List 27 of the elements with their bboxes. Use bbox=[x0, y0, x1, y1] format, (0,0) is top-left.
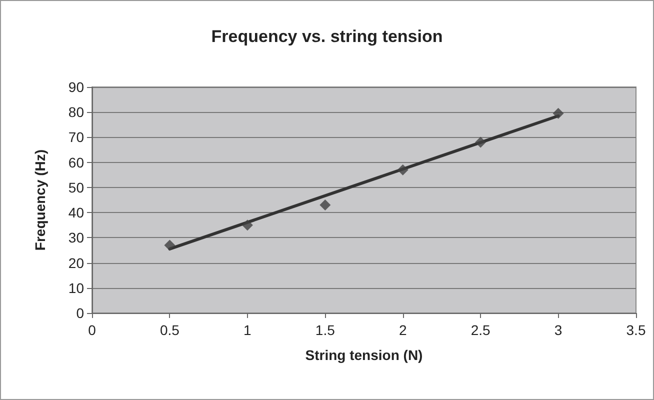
y-tick-label: 30 bbox=[68, 230, 84, 246]
x-tick-label: 1.5 bbox=[315, 322, 336, 338]
point bbox=[475, 136, 486, 148]
point bbox=[552, 108, 564, 119]
y-tick-label: 20 bbox=[68, 254, 84, 271]
y-tick-label: 50 bbox=[68, 179, 84, 196]
point bbox=[242, 220, 253, 231]
x-tick-label: 1 bbox=[244, 322, 252, 338]
point bbox=[397, 164, 408, 176]
x-tick-label: 3.5 bbox=[626, 322, 646, 338]
x-axis-title: String tension (N) bbox=[305, 347, 423, 363]
y-tick-label: 0 bbox=[76, 305, 84, 321]
chart-title: Frequency vs. string tension bbox=[211, 27, 443, 46]
y-tick-label: 70 bbox=[68, 129, 84, 146]
x-tick-label: 2.5 bbox=[470, 322, 491, 338]
x-tick-label: 3 bbox=[554, 322, 562, 338]
point bbox=[164, 240, 176, 251]
y-tick-label: 80 bbox=[68, 104, 84, 120]
y-tick-label: 40 bbox=[68, 204, 84, 221]
x-tick-label: 2 bbox=[398, 322, 407, 338]
y-tick-label: 60 bbox=[68, 154, 84, 170]
y-tick-label: 90 bbox=[68, 79, 84, 95]
y-axis-title: Frequency (Hz) bbox=[32, 149, 48, 251]
x-tick-label: 0.5 bbox=[160, 322, 180, 338]
y-tick-label: 10 bbox=[68, 280, 84, 296]
point bbox=[320, 200, 331, 211]
x-tick-label: 0 bbox=[88, 322, 96, 338]
